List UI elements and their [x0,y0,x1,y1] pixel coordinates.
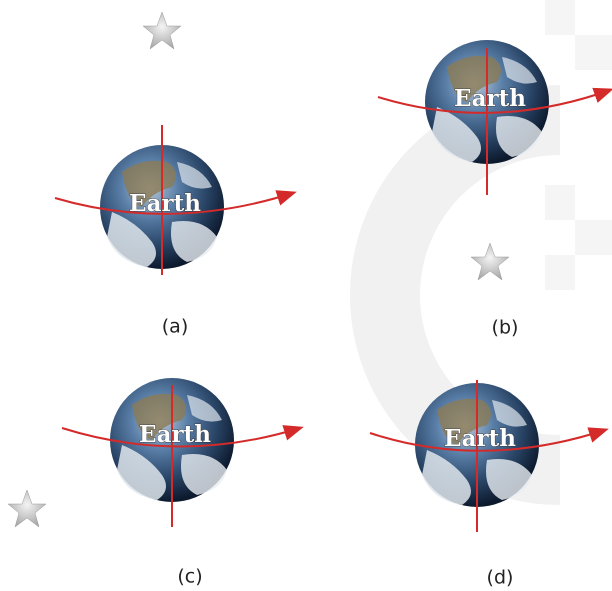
orbit-arrow [54,190,297,215]
panel-b: Earth (b) [377,40,612,339]
earth-label: Earth [139,421,211,448]
panel-a: Earth (a) [54,11,297,338]
star [142,11,182,50]
panel-label: (a) [162,316,188,338]
panel-c: Earth (c) [7,378,304,588]
orbit-arrow [377,87,612,114]
earth-label: Earth [129,190,201,217]
star [7,489,47,528]
panel-d: Earth (d) [369,380,609,589]
panel-label: (c) [177,566,202,588]
panel-label: (d) [487,567,514,589]
star [470,242,510,281]
earth-label: Earth [454,85,526,112]
orbit-arrow [369,427,609,452]
panel-label: (b) [492,317,519,339]
earth-label: Earth [444,425,516,452]
orbit-arrow [61,425,304,448]
